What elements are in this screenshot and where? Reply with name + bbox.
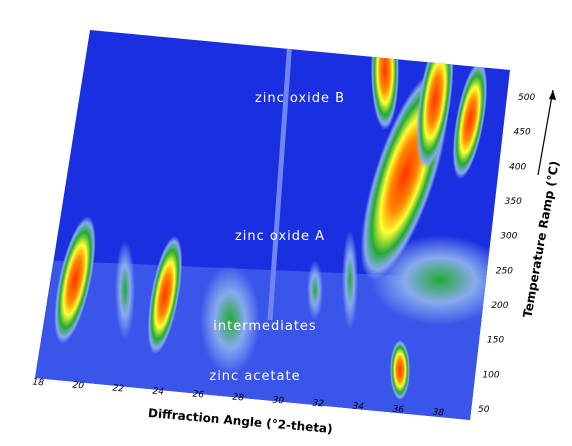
x-tick-label: 36 <box>392 405 405 416</box>
y-tick-label: 250 <box>496 266 513 276</box>
peak <box>200 265 260 375</box>
x-tick-label: 20 <box>72 381 85 392</box>
peak <box>390 340 410 400</box>
x-tick-label: 24 <box>152 387 165 398</box>
streak <box>267 39 293 321</box>
y-tick-label: 50 <box>478 405 490 415</box>
y-tick-label: 500 <box>518 93 535 103</box>
annotation: intermediates <box>213 319 316 334</box>
peak <box>371 30 399 130</box>
x-tick-label: 18 <box>32 378 45 389</box>
x-axis-label: Diffraction Angle (°2-theta) <box>148 406 334 436</box>
y-axis-label: Temperature Ramp (°C) <box>520 160 561 319</box>
y-tick-label: 200 <box>491 301 508 311</box>
x-tick-label: 30 <box>272 396 285 407</box>
peak <box>147 235 183 355</box>
annotation: zinc acetate <box>209 369 300 384</box>
annotation: zinc oxide A <box>235 229 325 244</box>
x-tick-label: 34 <box>352 402 365 413</box>
y-tick-label: 300 <box>500 232 517 242</box>
x-tick-label: 28 <box>232 393 245 404</box>
y-tick-label: 100 <box>482 370 499 380</box>
x-tick-label: 32 <box>312 399 325 410</box>
peaks <box>35 30 510 420</box>
x-tick-label: 38 <box>432 408 445 419</box>
peak <box>370 235 510 325</box>
x-tick-label: 26 <box>192 390 205 401</box>
peak <box>452 60 488 180</box>
y-tick-label: 400 <box>509 162 526 172</box>
y-tick-label: 350 <box>505 197 522 207</box>
peak <box>307 260 323 320</box>
annotation: zinc oxide B <box>255 91 345 106</box>
y-tick-label: 450 <box>514 128 531 138</box>
peak <box>115 240 135 340</box>
peak <box>416 30 454 170</box>
arrow-head <box>549 90 556 100</box>
peak <box>54 216 96 344</box>
y-tick-label: 150 <box>487 336 504 346</box>
axis-arrow <box>537 89 554 176</box>
peak <box>342 230 358 330</box>
x-tick-label: 22 <box>112 384 125 395</box>
